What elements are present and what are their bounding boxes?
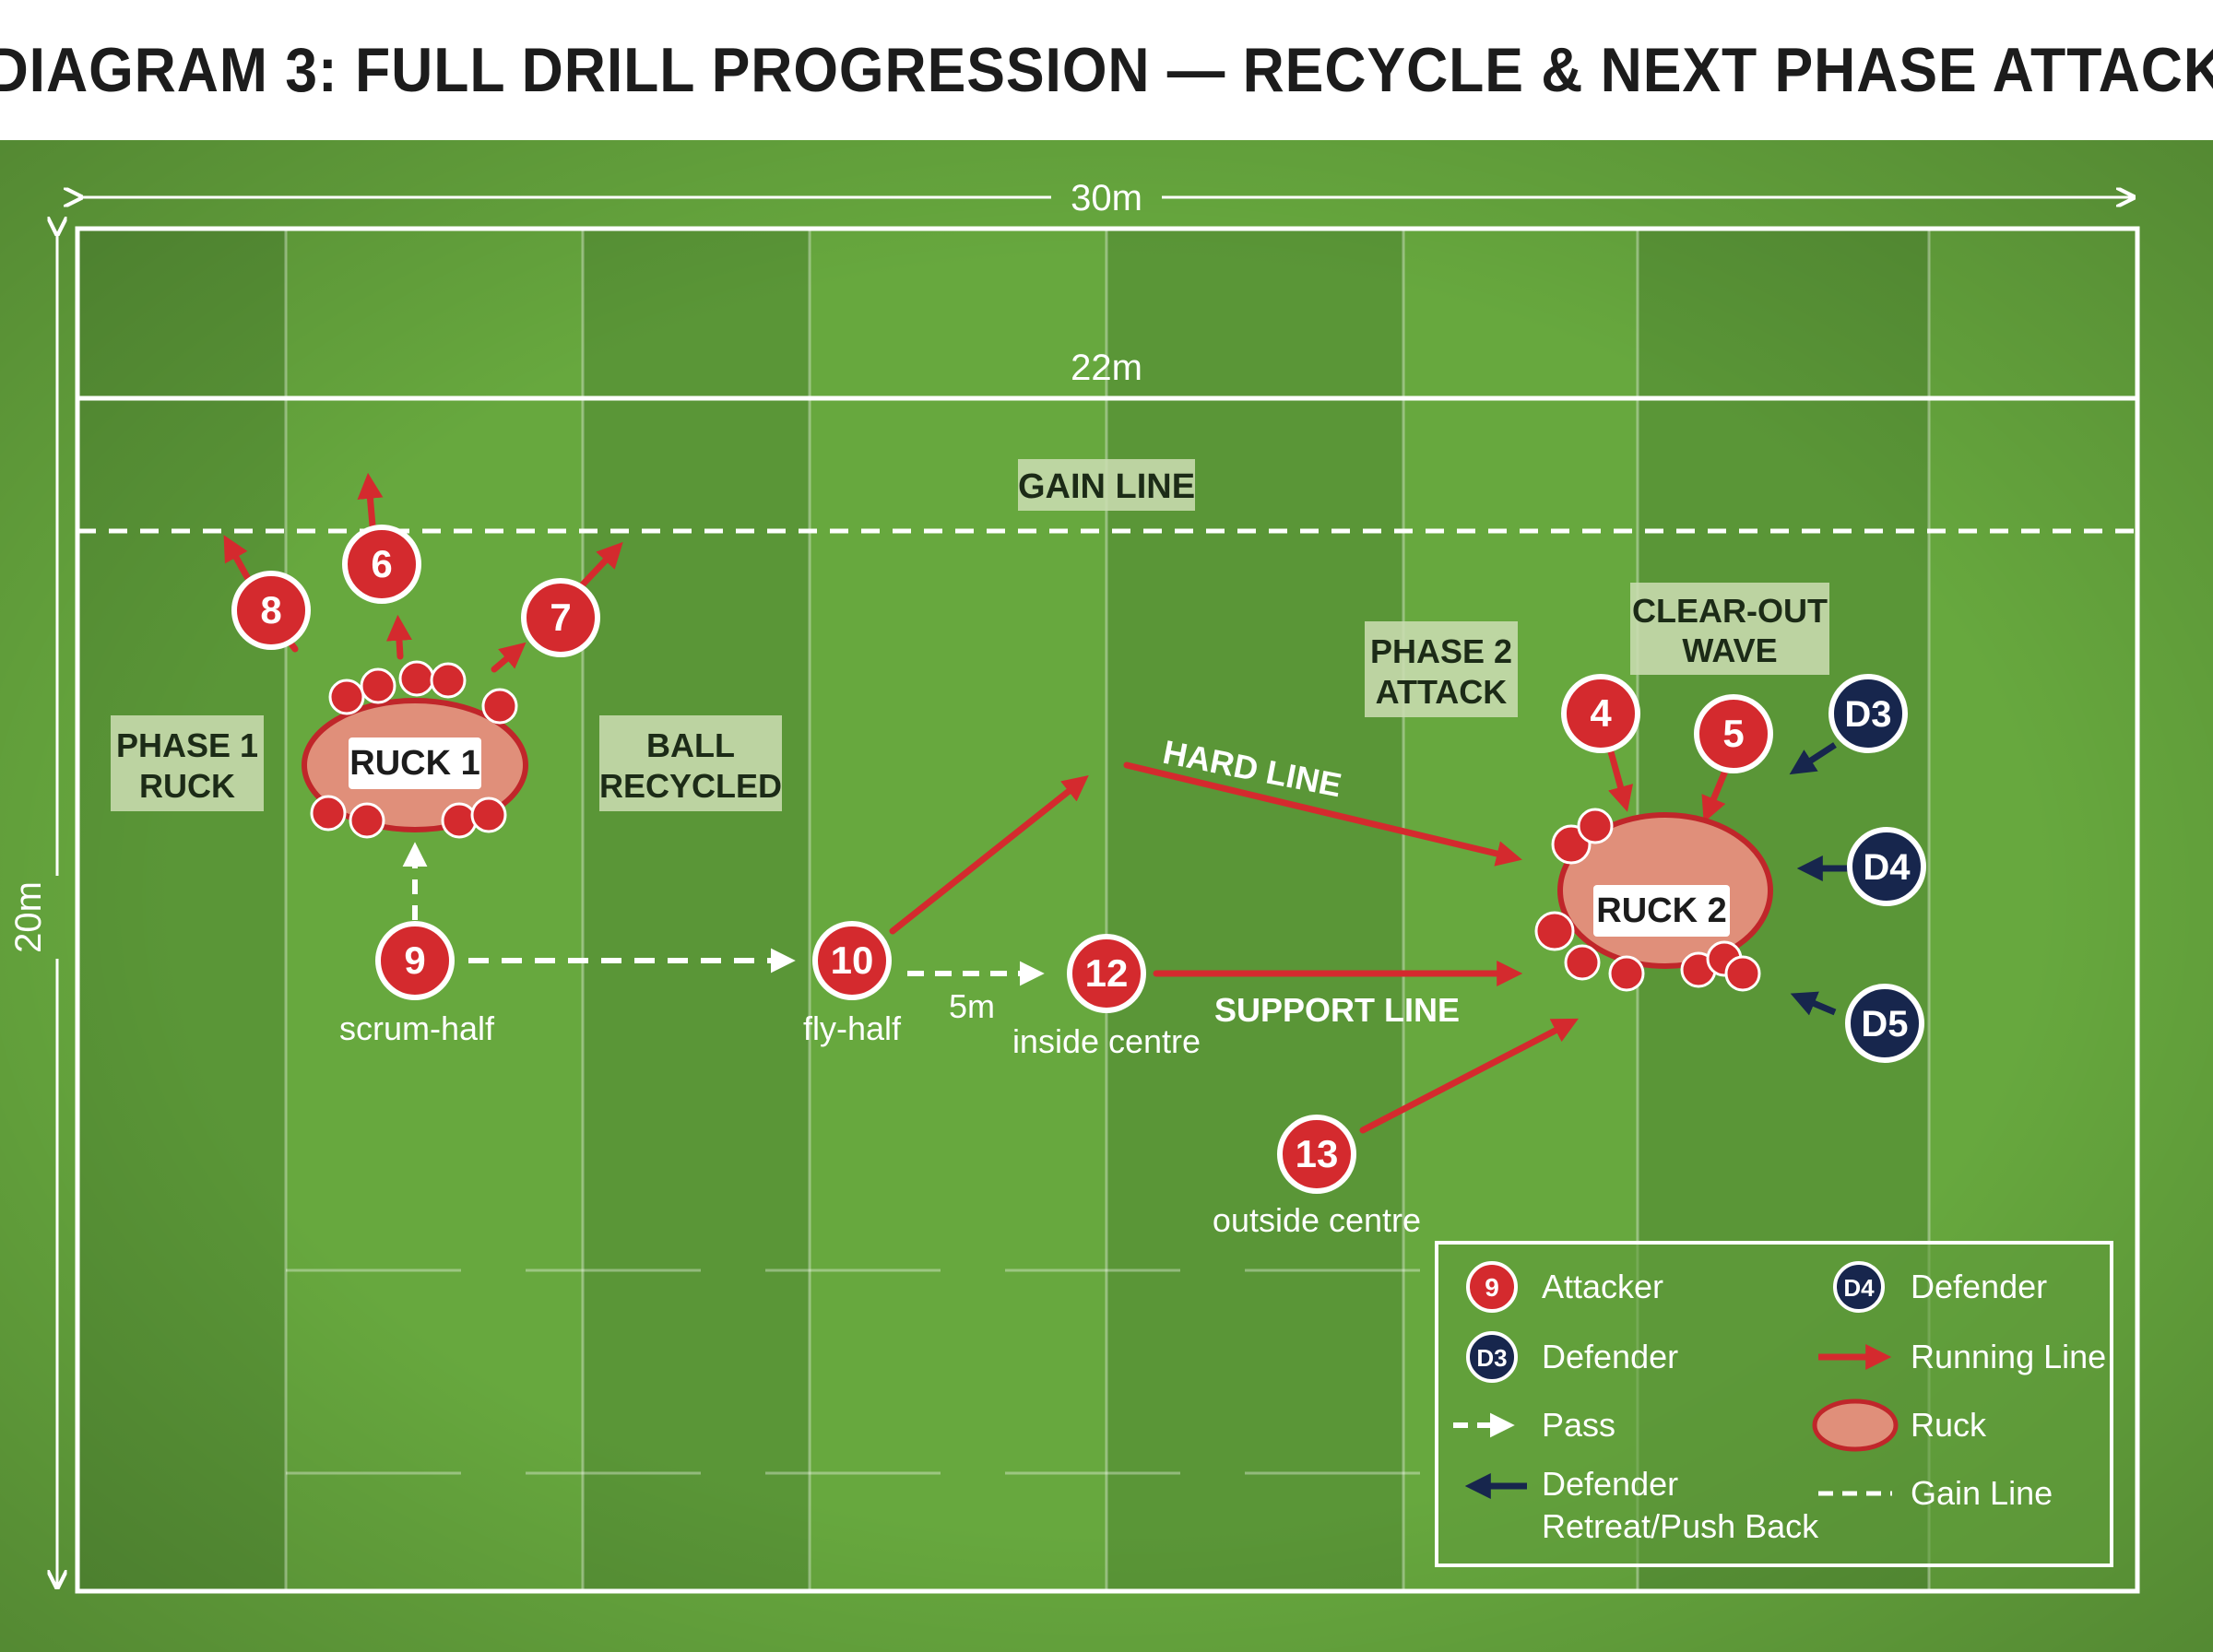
svg-text:Defender: Defender [1911, 1268, 2047, 1305]
svg-text:10: 10 [831, 938, 874, 982]
defender-d3: D3 [1828, 674, 1908, 753]
diagram-title: DIAGRAM 3: FULL DRILL PROGRESSION — RECY… [0, 0, 2213, 140]
defender-d5: D5 [1845, 984, 1924, 1063]
run-8-breakout [223, 535, 251, 581]
attacker-9: 9 scrum-half [339, 921, 495, 1047]
legend-defender-b: D3 Defender [1466, 1331, 1678, 1383]
defender-retreat-arrows [1789, 742, 1848, 1016]
ball-recycled-label: BALL RECYCLED [599, 715, 782, 811]
run-10-hard [889, 775, 1089, 935]
svg-text:D3: D3 [1476, 1344, 1507, 1372]
legend-gain-line: Gain Line [1818, 1474, 2053, 1512]
svg-text:BALL: BALL [646, 726, 735, 764]
legend-retreat: Defender Retreat/Push Back [1464, 1465, 1819, 1545]
gain-line-label: GAIN LINE [1018, 459, 1195, 511]
gap-5m-label: 5m [949, 987, 995, 1025]
svg-text:13: 13 [1296, 1132, 1339, 1175]
attacker-6: 6 [342, 525, 421, 604]
run-6 [386, 614, 412, 660]
svg-text:Retreat/Push Back: Retreat/Push Back [1542, 1507, 1819, 1545]
diagram-title-text: DIAGRAM 3: FULL DRILL PROGRESSION — RECY… [0, 35, 2213, 105]
ruck-2-label: RUCK 2 [1596, 891, 1726, 930]
svg-text:9: 9 [1485, 1273, 1499, 1302]
run-6-breakout [357, 472, 384, 529]
attacker-7: 7 [521, 578, 600, 657]
svg-text:Pass: Pass [1542, 1406, 1615, 1444]
run-hard-line [1123, 761, 1522, 867]
svg-text:7: 7 [550, 596, 571, 639]
legend-attacker: 9 Attacker [1466, 1261, 1663, 1313]
legend-pass: Pass [1453, 1406, 1615, 1444]
ruck-1-label: RUCK 1 [349, 744, 479, 783]
svg-text:5: 5 [1722, 712, 1744, 755]
svg-text:D3: D3 [1844, 694, 1891, 735]
svg-text:8: 8 [260, 588, 281, 631]
run-7-breakout [579, 541, 623, 588]
svg-text:PHASE 1: PHASE 1 [116, 726, 258, 764]
svg-text:D4: D4 [1863, 847, 1911, 888]
attacker-10: 10 fly-half [803, 921, 902, 1047]
legend-ruck: Ruck [1812, 1398, 1987, 1452]
attacker-12: 12 inside centre [1012, 934, 1201, 1060]
twenty-two-label: 22m [1071, 348, 1142, 388]
run-5 [1701, 765, 1730, 823]
svg-text:GAIN LINE: GAIN LINE [1018, 467, 1195, 506]
ruck-2: RUCK 2 [1534, 808, 1773, 992]
phase2-attack-label: PHASE 2 ATTACK [1365, 621, 1518, 717]
svg-text:Gain Line: Gain Line [1911, 1474, 2053, 1512]
svg-text:PHASE 2: PHASE 2 [1370, 632, 1512, 670]
attacker-9-role: scrum-half [339, 1009, 495, 1047]
svg-text:Ruck: Ruck [1911, 1406, 1987, 1444]
attacker-12-role: inside centre [1012, 1022, 1201, 1060]
svg-text:D5: D5 [1861, 1004, 1908, 1044]
attacker-8: 8 [231, 571, 311, 650]
svg-text:9: 9 [404, 938, 425, 982]
height-dimension: 20m [8, 234, 57, 1587]
attacker-5: 5 [1694, 694, 1773, 773]
width-dimension: 30m [81, 178, 2134, 218]
svg-text:RECYCLED: RECYCLED [599, 767, 782, 805]
svg-text:RUCK: RUCK [139, 767, 235, 805]
svg-text:ATTACK: ATTACK [1376, 673, 1508, 711]
attacker-10-role: fly-half [803, 1009, 902, 1047]
run-4 [1606, 745, 1634, 812]
clear-out-wave-label: CLEAR-OUT WAVE [1630, 583, 1829, 675]
svg-text:CLEAR-OUT: CLEAR-OUT [1632, 592, 1828, 630]
legend-running-line: Running Line [1818, 1338, 2106, 1375]
svg-text:Defender: Defender [1542, 1338, 1678, 1375]
attacker-13: 13 outside centre [1213, 1115, 1421, 1239]
legend-box [1435, 1241, 2113, 1567]
run-13 [1359, 1018, 1579, 1134]
legend-defender-a: D4 Defender [1833, 1261, 2047, 1313]
svg-text:12: 12 [1085, 951, 1129, 995]
ruck-1: RUCK 1 [302, 660, 528, 839]
support-line-label: SUPPORT LINE [1214, 991, 1460, 1029]
attacker-13-role: outside centre [1213, 1201, 1421, 1239]
attacker-4: 4 [1561, 674, 1640, 753]
width-label: 30m [1071, 178, 1142, 218]
svg-text:4: 4 [1590, 691, 1612, 735]
running-lines [223, 472, 1730, 1134]
height-label: 20m [8, 881, 49, 953]
legend: 9 Attacker D4 Defender D3 Defender Runni… [1435, 1241, 2113, 1567]
defender-d4: D4 [1847, 827, 1926, 906]
svg-text:D4: D4 [1843, 1274, 1875, 1302]
pitch-boundary [75, 226, 2140, 1594]
passes [402, 842, 1045, 986]
run-7 [491, 642, 527, 673]
svg-text:Running Line: Running Line [1911, 1338, 2106, 1375]
svg-text:6: 6 [371, 542, 392, 585]
svg-text:Defender: Defender [1542, 1465, 1678, 1503]
svg-text:Attacker: Attacker [1542, 1268, 1663, 1305]
svg-text:WAVE: WAVE [1682, 631, 1777, 669]
drill-diagram: 30m 20m 22m GAIN LINE PHASE 1 RUCK BALL … [0, 140, 2213, 1652]
phase1-ruck-label: PHASE 1 RUCK [111, 715, 264, 811]
